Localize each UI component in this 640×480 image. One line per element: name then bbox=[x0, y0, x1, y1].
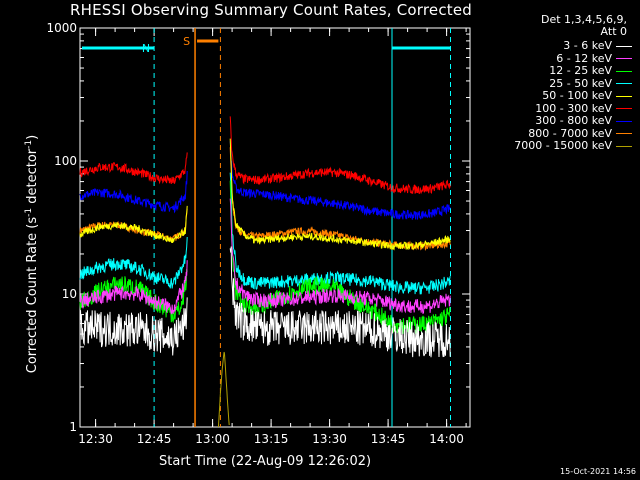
x-tick-label: 13:00 bbox=[195, 432, 230, 446]
legend: 3 - 6 keV 6 - 12 keV 12 - 25 keV 25 - 50 ke… bbox=[514, 39, 632, 153]
y-tick-label: 10 bbox=[62, 287, 77, 301]
detector-info: Det 1,3,4,5,6,9, Att 0 bbox=[541, 14, 627, 38]
chart-title: RHESSI Observing Summary Count Rates, Co… bbox=[70, 1, 473, 19]
legend-label: 25 - 50 keV bbox=[549, 76, 612, 90]
legend-swatch bbox=[616, 120, 632, 122]
legend-label: 12 - 25 keV bbox=[549, 64, 612, 77]
legend-item: 7000 - 15000 keV bbox=[514, 139, 632, 153]
y-tick-label: 1 bbox=[69, 420, 77, 434]
legend-label: 6 - 12 keV bbox=[556, 51, 612, 65]
legend-swatch bbox=[616, 58, 632, 60]
legend-label: 50 - 100 keV bbox=[542, 89, 612, 102]
y-axis-label: Corrected Count Rate (s-1 detector-1) bbox=[23, 134, 41, 374]
x-tick-label: 12:30 bbox=[78, 432, 113, 446]
x-tick-label: 14:00 bbox=[429, 432, 464, 446]
legend-swatch bbox=[616, 133, 632, 135]
legend-label: 800 - 7000 keV bbox=[528, 126, 612, 140]
y-tick-label: 100 bbox=[54, 154, 77, 168]
night-label: N bbox=[142, 42, 150, 55]
legend-item: 800 - 7000 keV bbox=[514, 126, 632, 141]
legend-swatch bbox=[616, 95, 632, 97]
legend-item: 300 - 800 keV bbox=[514, 114, 632, 128]
series-line bbox=[229, 141, 451, 220]
y-tick-label: 1000 bbox=[46, 21, 77, 35]
series-line bbox=[79, 152, 188, 185]
legend-item: 12 - 25 keV bbox=[514, 64, 632, 78]
x-axis-label: Start Time (22-Aug-09 12:26:02) bbox=[159, 454, 372, 469]
x-tick-label: 13:30 bbox=[312, 432, 347, 446]
x-tick-label: 13:45 bbox=[371, 432, 406, 446]
legend-swatch bbox=[616, 83, 632, 85]
attenuator-state: Att 0 bbox=[600, 25, 627, 38]
series-line bbox=[79, 297, 188, 356]
legend-item: 6 - 12 keV bbox=[514, 51, 632, 66]
saa-label: S bbox=[183, 35, 190, 48]
series-line bbox=[79, 236, 188, 289]
legend-item: 25 - 50 keV bbox=[514, 76, 632, 91]
series-line bbox=[229, 116, 451, 195]
legend-item: 3 - 6 keV bbox=[514, 39, 632, 53]
series-line bbox=[229, 138, 451, 251]
series-line bbox=[229, 147, 451, 252]
legend-swatch bbox=[616, 108, 632, 110]
legend-swatch bbox=[616, 45, 632, 47]
generation-timestamp: 15-Oct-2021 14:56 bbox=[560, 467, 636, 476]
legend-label: 300 - 800 keV bbox=[535, 114, 612, 127]
series-line bbox=[79, 205, 188, 244]
series-line bbox=[229, 246, 451, 358]
series-line bbox=[79, 170, 188, 214]
series-line bbox=[79, 260, 188, 315]
series-line bbox=[229, 198, 451, 315]
x-tick-label: 12:45 bbox=[137, 432, 172, 446]
x-tick-label: 13:15 bbox=[254, 432, 289, 446]
legend-swatch bbox=[616, 145, 632, 147]
series-line bbox=[79, 268, 188, 324]
legend-swatch bbox=[616, 70, 632, 72]
legend-item: 100 - 300 keV bbox=[514, 101, 632, 116]
series-line bbox=[229, 172, 451, 295]
legend-label: 7000 - 15000 keV bbox=[514, 139, 612, 152]
legend-label: 3 - 6 keV bbox=[563, 39, 612, 52]
detector-list: Det 1,3,4,5,6,9, bbox=[540, 13, 627, 26]
series-line bbox=[229, 180, 451, 335]
series-line bbox=[217, 351, 230, 428]
legend-label: 100 - 300 keV bbox=[535, 101, 612, 115]
legend-item: 50 - 100 keV bbox=[514, 89, 632, 103]
